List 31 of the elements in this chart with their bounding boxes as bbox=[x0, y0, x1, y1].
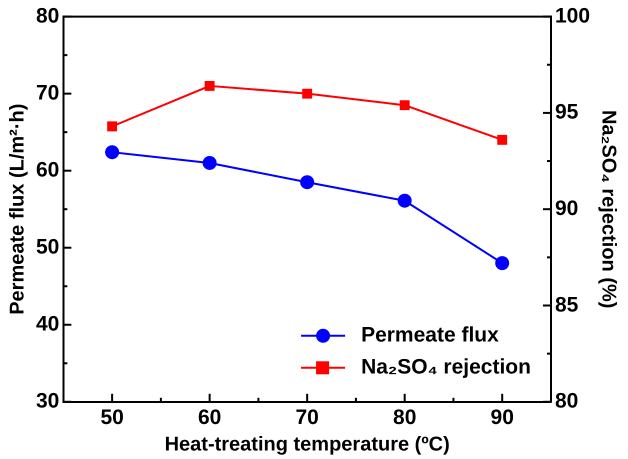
point bbox=[204, 80, 215, 91]
y2-tick-label: 95 bbox=[554, 100, 579, 124]
y-axis-title: Permeate flux (L/m²·h) bbox=[6, 104, 29, 315]
x-tick-label: 60 bbox=[198, 406, 222, 430]
x-tick-label: 50 bbox=[100, 406, 124, 430]
point bbox=[302, 88, 312, 99]
point bbox=[300, 175, 314, 190]
y2-tick-label: 90 bbox=[554, 196, 578, 220]
y-tick-label: 70 bbox=[36, 81, 60, 104]
y2-tick-label: 80 bbox=[554, 390, 578, 413]
x-tick-label: 80 bbox=[393, 406, 416, 430]
point bbox=[497, 134, 508, 145]
y-tick-label: 60 bbox=[36, 158, 60, 182]
y2-tick-label: 85 bbox=[554, 293, 579, 316]
y2-tick-label: 100 bbox=[554, 4, 590, 28]
x-tick-label: 90 bbox=[490, 406, 514, 430]
x-axis-title: Heat-treating temperature (ºC) bbox=[164, 434, 450, 456]
y-tick-label: 30 bbox=[36, 390, 60, 413]
point bbox=[495, 256, 510, 270]
point bbox=[398, 194, 412, 208]
legend-label: Permeate flux bbox=[361, 324, 500, 347]
y-tick-label: 50 bbox=[36, 236, 60, 259]
point bbox=[202, 156, 217, 170]
x-tick-label: 70 bbox=[295, 406, 319, 430]
y-tick-label: 80 bbox=[36, 4, 60, 28]
point bbox=[105, 145, 120, 160]
y2-axis-title: Na₂SO₄ rejection (%) bbox=[597, 110, 620, 308]
point bbox=[107, 121, 118, 132]
y-tick-label: 40 bbox=[36, 312, 60, 336]
legend-label: Na₂SO₄ rejection bbox=[361, 356, 531, 379]
point bbox=[400, 100, 410, 110]
